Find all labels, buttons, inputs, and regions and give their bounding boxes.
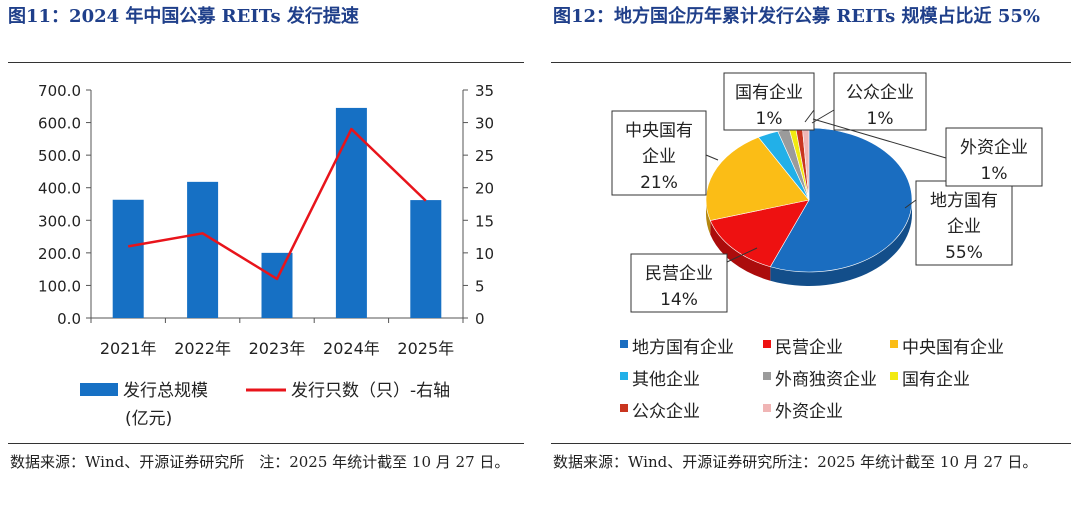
x-tick-label: 2024年	[323, 339, 380, 358]
left-source-rule	[8, 443, 524, 444]
callout-box-外资企业	[945, 127, 1043, 187]
pie-chart: 地方国有企业55%民营企业14%中央国有企业21%国有企业1%公众企业1%外资企…	[611, 72, 1043, 422]
right-source-rule	[551, 443, 1071, 444]
x-tick-label: 2022年	[174, 339, 231, 358]
legend-label-中央国有企业: 中央国有企业	[902, 338, 1004, 358]
legend-swatch-公众企业	[620, 404, 628, 412]
callout-text-国有企业: 国有企业	[735, 83, 803, 103]
legend-label-国有企业: 国有企业	[902, 370, 970, 390]
legend-label-民营企业: 民营企业	[775, 338, 843, 358]
left-title-rule	[8, 62, 524, 63]
bar-2021年	[112, 199, 144, 318]
legend-label-bar-unit: (亿元)	[125, 409, 172, 429]
callout-box-公众企业	[833, 72, 927, 131]
bar-2024年	[335, 107, 367, 319]
legend-label-外资企业: 外资企业	[775, 402, 843, 422]
legend-label-公众企业: 公众企业	[632, 402, 700, 422]
legend-label-外商独资企业: 外商独资企业	[775, 370, 877, 390]
right-title-rule	[551, 62, 1071, 63]
callout-text-中央国有企业: 企业	[642, 147, 676, 167]
pie-side-中央国有企业	[706, 200, 711, 235]
callout-box-地方国有企业	[915, 180, 1013, 266]
right-y-tick-label: 5	[475, 277, 485, 295]
callout-leader-国有企业	[804, 109, 815, 123]
callout-text-中央国有企业: 中央国有	[625, 121, 693, 141]
callout-leader-地方国有企业	[904, 199, 917, 209]
right-chart-title: 图12：地方国企历年累计发行公募 REITs 规模占比近 55%	[553, 6, 1040, 27]
callout-text-中央国有企业: 21%	[640, 173, 678, 193]
left-y-tick-label: 100.0	[38, 277, 81, 295]
right-y-tick-label: 25	[475, 147, 494, 165]
x-tick-label: 2025年	[397, 339, 454, 358]
x-tick-label: 2021年	[100, 339, 157, 358]
left-y-tick-label: 500.0	[38, 147, 81, 165]
callout-leader-公众企业	[811, 109, 835, 124]
callout-text-地方国有企业: 地方国有	[930, 191, 998, 211]
left-chart-title: 图11：2024 年中国公募 REITs 发行提速	[8, 6, 359, 27]
left-source-note: 数据来源：Wind、开源证券研究所 注：2025 年统计截至 10 月 27 日…	[10, 453, 510, 471]
left-y-tick-label: 400.0	[38, 180, 81, 198]
pie-side-民营企业	[710, 220, 771, 281]
callout-leader-民营企业	[726, 247, 758, 263]
callout-text-地方国有企业: 55%	[945, 243, 983, 263]
callout-text-公众企业: 1%	[867, 109, 894, 129]
right-y-tick-label: 20	[475, 180, 494, 198]
right-y-tick-label: 30	[475, 115, 494, 133]
legend-swatch-地方国有企业	[620, 340, 628, 348]
left-y-tick-label: 200.0	[38, 245, 81, 263]
bar-2025年	[410, 200, 442, 318]
right-y-tick-label: 35	[475, 82, 494, 100]
pie-slice-中央国有企业	[705, 136, 810, 221]
bar-2022年	[187, 181, 219, 318]
left-y-tick-label: 700.0	[38, 82, 81, 100]
bar-2023年	[261, 252, 293, 318]
legend-swatch-民营企业	[763, 340, 771, 348]
right-y-tick-label: 15	[475, 212, 494, 230]
callout-text-公众企业: 公众企业	[846, 83, 914, 103]
left-y-tick-label: 0.0	[57, 310, 81, 328]
callout-leader-外资企业	[812, 118, 947, 159]
right-source-note: 数据来源：Wind、开源证券研究所注：2025 年统计截至 10 月 27 日。	[553, 453, 1038, 471]
callout-text-外资企业: 1%	[981, 164, 1008, 184]
callout-text-国有企业: 1%	[756, 109, 783, 129]
callout-box-国有企业	[723, 72, 815, 131]
legend-swatch-其他企业	[620, 372, 628, 380]
legend-label-bar: 发行总规模	[123, 381, 208, 401]
bar-line-chart: 0.0 100.0 200.0 300.0 400.0 500.0 600.0 700.0 0 5…	[38, 82, 494, 429]
callout-box-中央国有企业	[611, 110, 707, 196]
pie-side-地方国有企业	[770, 200, 912, 287]
callout-leader-中央国有企业	[705, 154, 719, 161]
legend-swatch-bar	[80, 383, 118, 396]
legend-label-line: 发行只数（只）-右轴	[291, 381, 450, 401]
pie-slice-地方国有企业	[769, 127, 913, 273]
legend-label-其他企业: 其他企业	[632, 370, 700, 390]
pie-slice-民营企业	[709, 199, 810, 268]
right-y-tick-label: 0	[475, 310, 485, 328]
callout-text-地方国有企业: 企业	[947, 217, 981, 237]
right-y-tick-label: 10	[475, 245, 494, 263]
left-y-tick-label: 300.0	[38, 212, 81, 230]
legend-swatch-中央国有企业	[890, 340, 898, 348]
callout-text-外资企业: 外资企业	[960, 138, 1028, 158]
callout-text-民营企业: 14%	[660, 290, 698, 310]
callout-text-民营企业: 民营企业	[645, 264, 713, 284]
legend-swatch-外商独资企业	[763, 372, 771, 380]
legend-swatch-外资企业	[763, 404, 771, 412]
callout-box-民营企业	[630, 253, 728, 313]
x-tick-label: 2023年	[249, 339, 306, 358]
legend-label-地方国有企业: 地方国有企业	[632, 338, 734, 358]
legend-swatch-国有企业	[890, 372, 898, 380]
left-y-tick-label: 600.0	[38, 115, 81, 133]
